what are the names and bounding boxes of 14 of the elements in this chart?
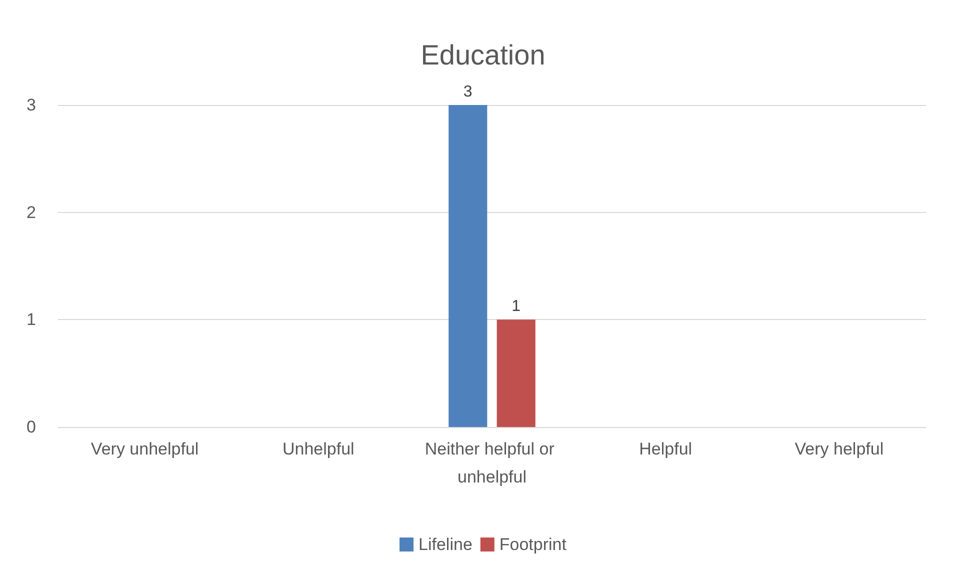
y-tick-label: 2 <box>26 202 36 222</box>
chart-title: Education <box>420 40 546 70</box>
legend-label: Lifeline <box>418 535 472 554</box>
data-label: 3 <box>463 84 472 100</box>
y-tick-label: 3 <box>26 96 36 114</box>
x-tick-label: Neither helpful or unhelpful <box>424 440 560 486</box>
x-tick-label: Unhelpful <box>282 440 354 458</box>
legend-label: Footprint <box>499 535 567 554</box>
x-tick-label: Very unhelpful <box>90 440 199 458</box>
x-tick-label: Helpful <box>639 440 692 458</box>
x-tick-label: Very helpful <box>794 440 884 458</box>
data-label: 1 <box>512 298 521 316</box>
y-tick-label: 1 <box>26 310 36 330</box>
y-tick-label: 0 <box>26 418 36 436</box>
